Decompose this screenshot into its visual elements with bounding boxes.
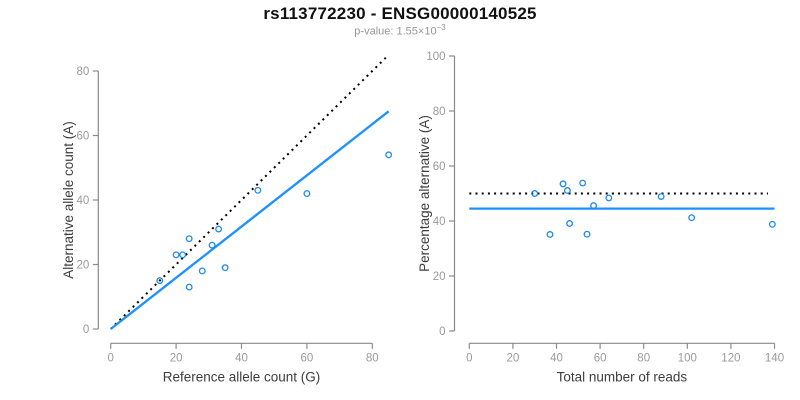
y-tick-label: 60: [433, 161, 446, 173]
data-point: [156, 277, 164, 285]
data-point: [579, 179, 587, 187]
x-axis-label: Total number of reads: [557, 369, 688, 384]
data-point: [221, 264, 229, 272]
y-tick-label: 40: [77, 195, 90, 207]
y-tick-label: 0: [83, 324, 89, 336]
data-point: [531, 190, 539, 197]
data-point: [768, 220, 776, 228]
data-point: [563, 187, 571, 194]
x-tick-label: 20: [170, 352, 183, 364]
data-point: [185, 235, 193, 243]
y-axis-label: Alternative allele count (A): [61, 121, 76, 279]
data-point: [546, 231, 554, 238]
x-tick-label: 0: [107, 352, 113, 364]
x-tick-label: 60: [301, 352, 314, 364]
data-point: [215, 225, 223, 233]
x-tick-label: 140: [765, 352, 784, 364]
x-tick-label: 0: [466, 352, 472, 364]
x-axis-label: Reference allele count (G): [163, 369, 321, 384]
y-tick-label: 80: [77, 66, 90, 78]
data-point: [179, 251, 187, 259]
data-point: [198, 267, 206, 275]
data-point: [385, 151, 393, 159]
data-point: [583, 230, 591, 238]
data-point: [254, 186, 262, 194]
allele-counts-panel: 0 20 40 60 80 0 20 40 60 80 Reference allele count…: [61, 54, 393, 384]
data-point: [303, 190, 311, 197]
y-tick-label: 20: [433, 271, 446, 283]
data-point: [559, 180, 567, 188]
data-point: [208, 241, 216, 249]
page-title: rs113772230 - ENSG00000140525: [263, 4, 537, 23]
y-tick-label: 0: [439, 326, 445, 338]
data-point: [185, 283, 193, 291]
data-point: [590, 202, 598, 210]
identity-line: [109, 54, 390, 330]
data-point: [688, 214, 696, 222]
x-tick-label: 120: [721, 352, 740, 364]
x-tick-label: 100: [678, 352, 697, 364]
data-point: [566, 220, 574, 227]
x-tick-label: 40: [550, 352, 563, 364]
data-point: [605, 194, 613, 202]
y-tick-label: 40: [433, 216, 446, 228]
y-tick-label: 60: [77, 131, 90, 143]
y-tick-label: 100: [426, 51, 445, 63]
pvalue-text: p-value: 1.55×10: [354, 25, 437, 38]
pvalue-subtitle: p-value: 1.55×10−3: [0, 23, 800, 38]
y-tick-label: 20: [77, 260, 90, 272]
x-tick-label: 80: [637, 352, 650, 364]
x-tick-label: 80: [366, 352, 379, 364]
x-tick-label: 20: [507, 352, 520, 364]
pvalue-exponent: −3: [436, 23, 446, 32]
y-tick-label: 80: [433, 106, 446, 118]
data-point: [657, 193, 665, 200]
x-tick-label: 40: [235, 352, 248, 364]
data-point: [172, 251, 180, 259]
percentage-alternative-panel: 0 20 40 60 80 100 120 140 0 20 40 60 80 100 Total numb…: [417, 51, 784, 384]
fitted-ratio-line: [109, 110, 390, 330]
x-tick-label: 60: [594, 352, 607, 364]
y-axis-label: Percentage alternative (A): [417, 115, 432, 272]
